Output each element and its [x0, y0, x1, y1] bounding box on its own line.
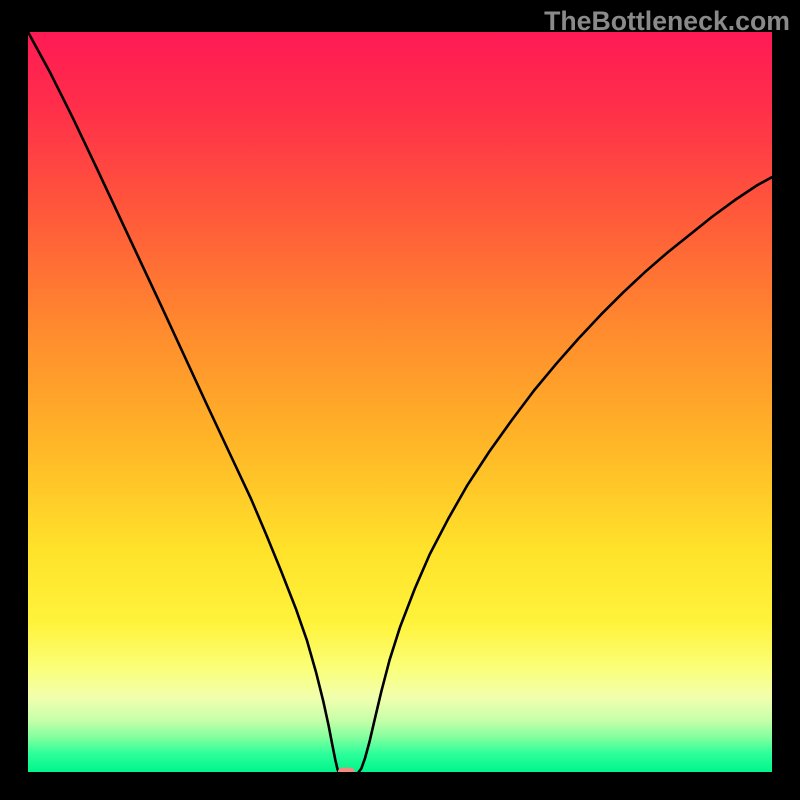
plot-area	[28, 32, 772, 772]
bottleneck-curve	[28, 32, 772, 772]
watermark-text: TheBottleneck.com	[544, 6, 790, 37]
optimum-marker	[338, 768, 354, 772]
